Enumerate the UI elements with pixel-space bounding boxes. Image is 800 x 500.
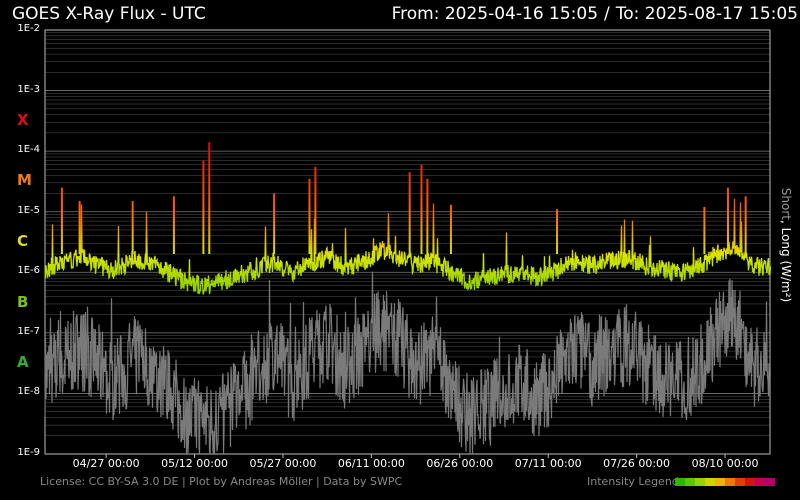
y-tick-label: 1E-9 [17, 447, 40, 458]
x-tick-label: 07/11 00:00 [514, 457, 582, 470]
series-long-line [44, 198, 772, 295]
plot-frame [44, 29, 771, 455]
intensity-legend-swatch [695, 478, 705, 486]
y-tick-label: 1E-2 [17, 23, 40, 34]
y-tick-label: 1E-4 [17, 144, 40, 156]
x-tick-label: 06/26 00:00 [426, 457, 494, 470]
intensity-legend-swatch [725, 478, 735, 486]
flare-class-B: B [17, 292, 29, 311]
x-tick-label: 05/27 00:00 [249, 457, 317, 470]
intensity-legend-swatch [705, 478, 715, 486]
intensity-legend-swatch [755, 478, 765, 486]
intensity-legend-swatch [735, 478, 745, 486]
y-axis-title-short: Short [779, 187, 793, 220]
y-tick-label: 1E-8 [17, 386, 40, 398]
x-tick-label: 05/12 00:00 [161, 457, 228, 470]
time-range: From: 2025-04-16 15:05/To: 2025-08-17 15… [392, 4, 798, 24]
credits-text: License: CC BY-SA 3.0 DE | Plot by Andre… [40, 475, 403, 488]
x-tick-label: 08/10 00:00 [691, 457, 759, 470]
y-tick-label: 1E-7 [17, 325, 40, 337]
y-axis-title-sep: , [779, 219, 793, 228]
y-tick-label: 1E-3 [17, 83, 40, 95]
intensity-legend-swatch [745, 478, 755, 486]
intensity-legend [675, 478, 775, 486]
intensity-legend-swatch [685, 478, 695, 486]
y-tick-label: 1E-5 [17, 204, 40, 216]
time-range-to: To: 2025-08-17 15:05 [615, 4, 798, 24]
intensity-legend-swatch [715, 478, 725, 486]
flare-class-A: A [17, 353, 29, 372]
x-tick-label: 06/11 00:00 [337, 457, 405, 470]
intensity-legend-label: Intensity Legend [587, 475, 679, 488]
y-axis-title-long: Long (W/m²) [779, 227, 793, 303]
flare-class-M: M [17, 171, 32, 190]
x-tick-label: 07/26 00:00 [603, 457, 671, 470]
x-tick-label: 04/27 00:00 [72, 457, 140, 470]
flare-class-C: C [17, 232, 29, 251]
series-short-line [44, 271, 772, 455]
time-range-separator: / [604, 4, 610, 24]
y-axis-title: Short, Long (W/m²) [779, 188, 793, 302]
intensity-legend-swatch [765, 478, 775, 486]
flare-class-X: X [17, 110, 29, 129]
time-range-from: From: 2025-04-16 15:05 [391, 4, 599, 24]
intensity-legend-swatch [675, 478, 685, 486]
y-tick-label: 1E-6 [17, 265, 40, 277]
chart-title: GOES X-Ray Flux - UTC [12, 4, 206, 24]
